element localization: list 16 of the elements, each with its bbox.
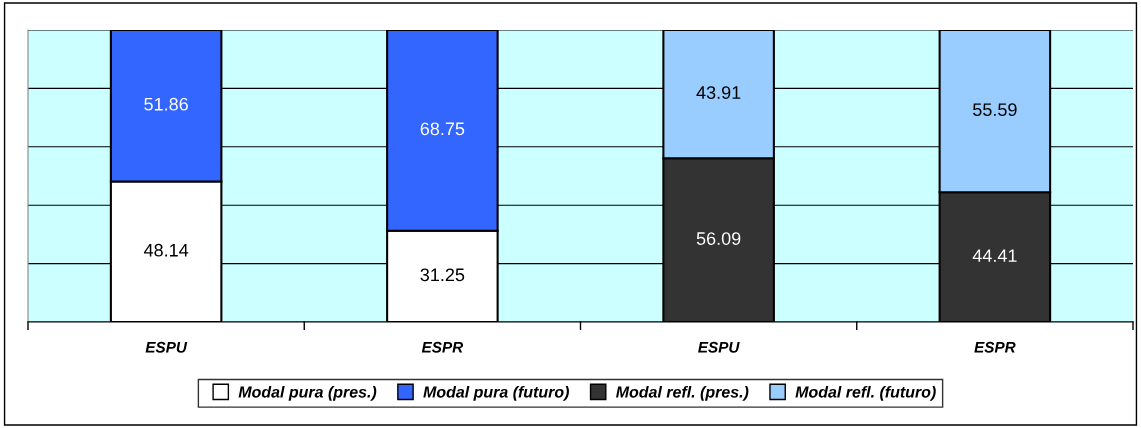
legend-label: Modal refl. (futuro) [795,385,936,401]
data-label: 44.41 [972,249,1017,262]
data-label: 68.75 [420,122,465,136]
x-tick-label: ESPU [698,341,740,353]
legend-label: Modal refl. (pres.) [616,385,749,401]
x-tick-label: ESPU [145,341,188,353]
x-tick-label: ESPR [974,341,1016,353]
legend-label: Modal pura (pres.) [238,385,377,401]
data-label: 56.09 [696,232,741,245]
data-label: 31.25 [420,268,465,282]
legend-label: Modal pura (futuro) [423,385,569,401]
data-label: 48.14 [143,243,189,257]
data-label: 51.86 [144,97,188,111]
data-label: 43.91 [696,86,741,99]
x-tick-label: ESPR [421,341,464,353]
data-label: 55.59 [973,103,1017,117]
